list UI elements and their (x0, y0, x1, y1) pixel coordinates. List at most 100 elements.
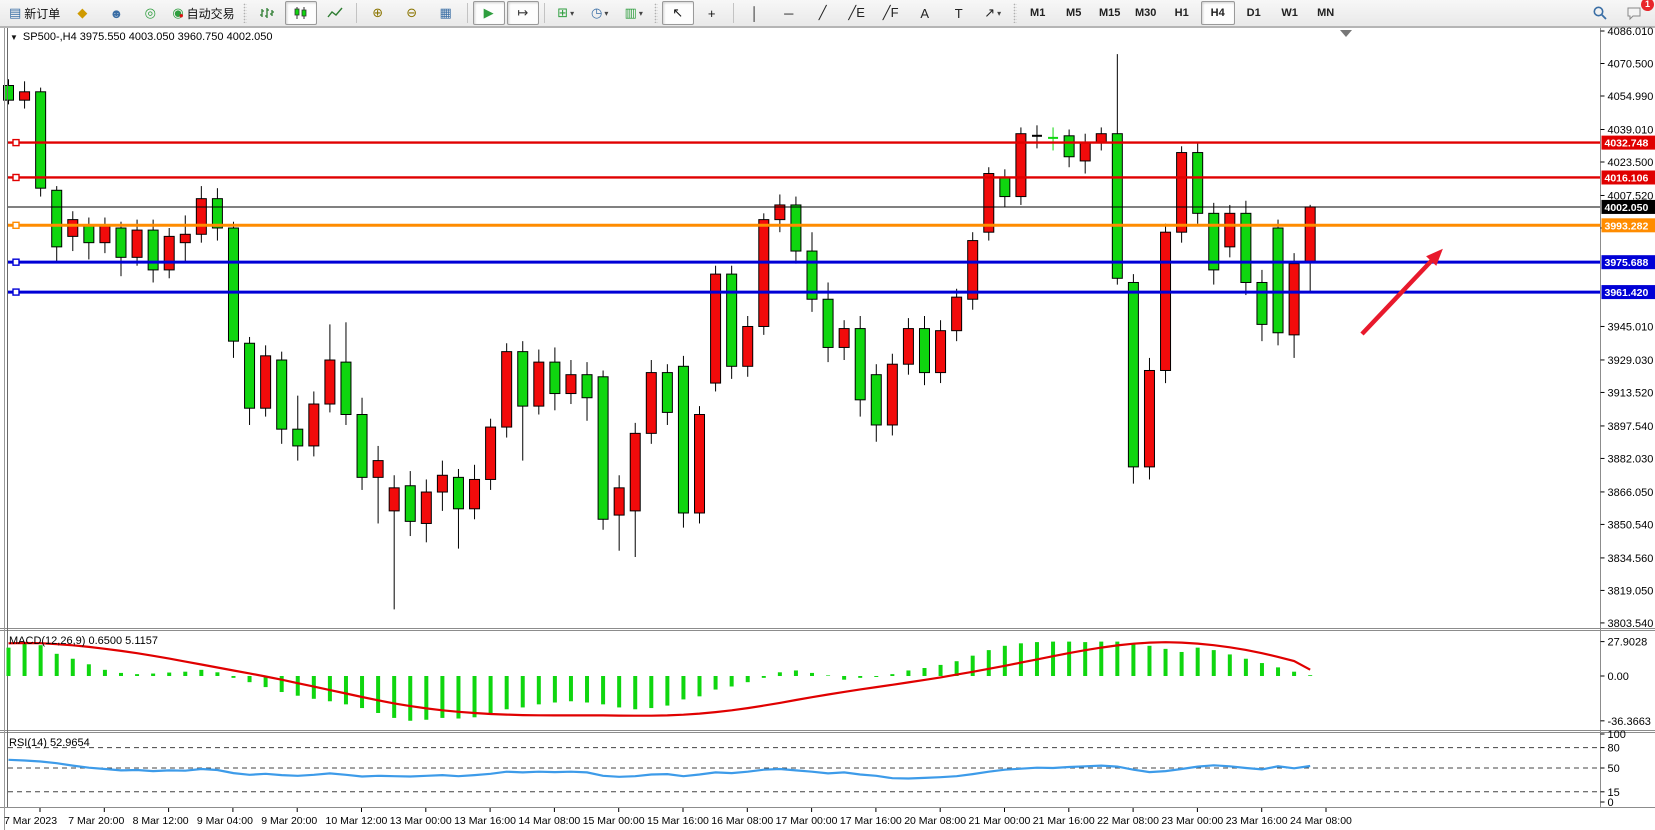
navigator-button[interactable]: ☻ (100, 1, 132, 25)
candle-body (372, 460, 384, 478)
candle-body (1288, 263, 1300, 336)
timeframe-h4-button[interactable]: H4 (1200, 1, 1235, 25)
collapse-triangle-icon[interactable]: ▼ (10, 33, 18, 42)
price-axis-label: 3913.520 (1608, 387, 1654, 399)
candle-body (452, 476, 464, 510)
timeframe-m30-button[interactable]: M30 (1129, 1, 1163, 25)
vertical-line-tool-button[interactable]: │ (739, 1, 771, 25)
candle-body (1111, 133, 1123, 279)
candle-body (324, 359, 336, 405)
candle-body (501, 351, 513, 428)
candle-body (999, 177, 1011, 198)
line-handle-marker (12, 258, 20, 266)
timeframe-m15-button[interactable]: M15 (1093, 1, 1127, 25)
candle-body (308, 403, 320, 447)
candle-body (147, 229, 159, 271)
equidistant-channel-tool-button[interactable]: ╱E (841, 1, 873, 25)
toolbar-grip (242, 3, 247, 23)
timeframe-d1-button[interactable]: D1 (1237, 1, 1271, 25)
chart-shift-icon: ↦ (517, 5, 529, 20)
time-axis-label: 24 Mar 08:00 (1290, 815, 1352, 827)
text-tool-icon: A (920, 5, 929, 21)
fibonacci-tool-button[interactable]: ╱F (875, 1, 907, 25)
notifications-button[interactable]: 1 (1618, 0, 1654, 25)
price-axis-label: 4054.990 (1608, 91, 1654, 103)
line-handle-marker (12, 288, 20, 296)
terminal-icon: ◎ (144, 5, 156, 20)
chart-shift-button[interactable]: ↦ (506, 1, 539, 25)
time-axis-label: 23 Mar 16:00 (1226, 815, 1288, 827)
templates-button[interactable]: ▥ ▾ (618, 1, 650, 25)
main-toolbar: ▤ 新订单 ◆ ☻ ◎ ◉ ● 自动交易 ⊕ ⊖ ▦ ▶ ↦ ⊞ ▾ ◷ ▾ ▥ ▾ ↖ + │ ─ ╱ ╱E ╱F A T ↗ ▾ M1 M… (0, 0, 1655, 27)
candle-body (886, 363, 898, 426)
zoom-in-button[interactable]: ⊕ (362, 1, 394, 25)
candle-body (1240, 212, 1252, 283)
candle-body (822, 298, 834, 348)
toolbar-separator (466, 3, 468, 23)
candle-body (517, 351, 529, 407)
macd-axis: 27.9028 0.00 -36.3663 (1600, 637, 1651, 728)
macd-signal-line (8, 641, 1311, 717)
horizontal-line-tool-icon: ─ (784, 5, 794, 21)
text-tool-button[interactable]: A (909, 1, 941, 25)
line-handle-marker (12, 221, 20, 230)
new-order-button[interactable]: ▤ 新订单 (5, 1, 64, 25)
time-axis-label: 22 Mar 08:00 (1097, 815, 1159, 827)
line-chart-button[interactable] (319, 1, 351, 25)
rsi-axis-label: 80 (1608, 743, 1620, 755)
timeframe-m1-button[interactable]: M1 (1021, 1, 1055, 25)
text-label-tool-button[interactable]: T (943, 1, 975, 25)
time-axis: 7 Mar 2023 7 Mar 20:00 8 Mar 12:00 9 Mar 04… (4, 808, 1352, 827)
navigator-icon: ☻ (109, 5, 124, 21)
macd-axis-label: -36.3663 (1608, 716, 1651, 728)
rsi-axis-label: 15 (1608, 787, 1620, 799)
chart-window[interactable]: ▼ SP500-,H4 3975.550 4003.050 3960.750 40… (0, 27, 1655, 830)
candle-body (292, 428, 304, 447)
bar-chart-button[interactable] (251, 1, 283, 25)
autotrading-button[interactable]: ◉ ● 自动交易 (168, 1, 238, 25)
search-icon (1593, 6, 1607, 20)
candle-body (163, 235, 175, 271)
rsi-pane (8, 747, 1600, 793)
timeframe-label: H4 (1210, 7, 1225, 19)
cursor-button[interactable]: ↖ (661, 1, 694, 25)
trendline-tool-button[interactable]: ╱ (807, 1, 839, 25)
profiles-button[interactable]: ◷ ▾ (584, 1, 616, 25)
candle-body (1304, 206, 1316, 263)
autotrading-globe-icon: ◉ ● (172, 5, 184, 20)
new-chart-icon: ⊞ (557, 5, 569, 20)
chat-icon (1627, 7, 1641, 21)
arrows-tool-button[interactable]: ↗ ▾ (977, 1, 1009, 25)
time-axis-label: 15 Mar 00:00 (583, 815, 645, 827)
tile-windows-button[interactable]: ▦ (430, 1, 462, 25)
tile-windows-icon: ▦ (439, 5, 452, 20)
timeframe-h1-button[interactable]: H1 (1165, 1, 1199, 25)
candle-body (1176, 152, 1188, 233)
horizontal-line-tool-button[interactable]: ─ (773, 1, 805, 25)
timeframe-w1-button[interactable]: W1 (1273, 1, 1307, 25)
candlestick-chart-button[interactable] (284, 1, 317, 25)
candle-body (83, 225, 95, 244)
candle-body (710, 273, 722, 384)
new-chart-button[interactable]: ⊞ ▾ (550, 1, 582, 25)
chart-canvas[interactable]: 4086.010 4070.500 4054.990 4039.010 4023.500… (0, 27, 1655, 830)
arrow-shaft (1360, 254, 1438, 336)
macd-indicator-label: MACD(12,26,9) 0.6500 5.1157 (9, 635, 158, 647)
candle-body (67, 219, 79, 237)
market-watch-button[interactable]: ◆ (66, 1, 98, 25)
terminal-button[interactable]: ◎ (134, 1, 166, 25)
crosshair-button[interactable]: + (696, 1, 728, 25)
search-button[interactable] (1584, 1, 1616, 25)
candle-body (629, 432, 641, 512)
candle-body (420, 491, 432, 524)
zoom-out-button[interactable]: ⊖ (396, 1, 428, 25)
dropdown-caret-icon: ▾ (997, 8, 1002, 18)
candle-body (340, 361, 352, 415)
timeframe-label: D1 (1246, 7, 1261, 19)
auto-scroll-button[interactable]: ▶ (472, 1, 505, 25)
price-badge-label: 4002.050 (1605, 202, 1649, 214)
timeframe-m5-button[interactable]: M5 (1057, 1, 1091, 25)
price-line-badge (1601, 170, 1655, 185)
timeframe-mn-button[interactable]: MN (1309, 1, 1343, 25)
candle-body (485, 426, 497, 480)
